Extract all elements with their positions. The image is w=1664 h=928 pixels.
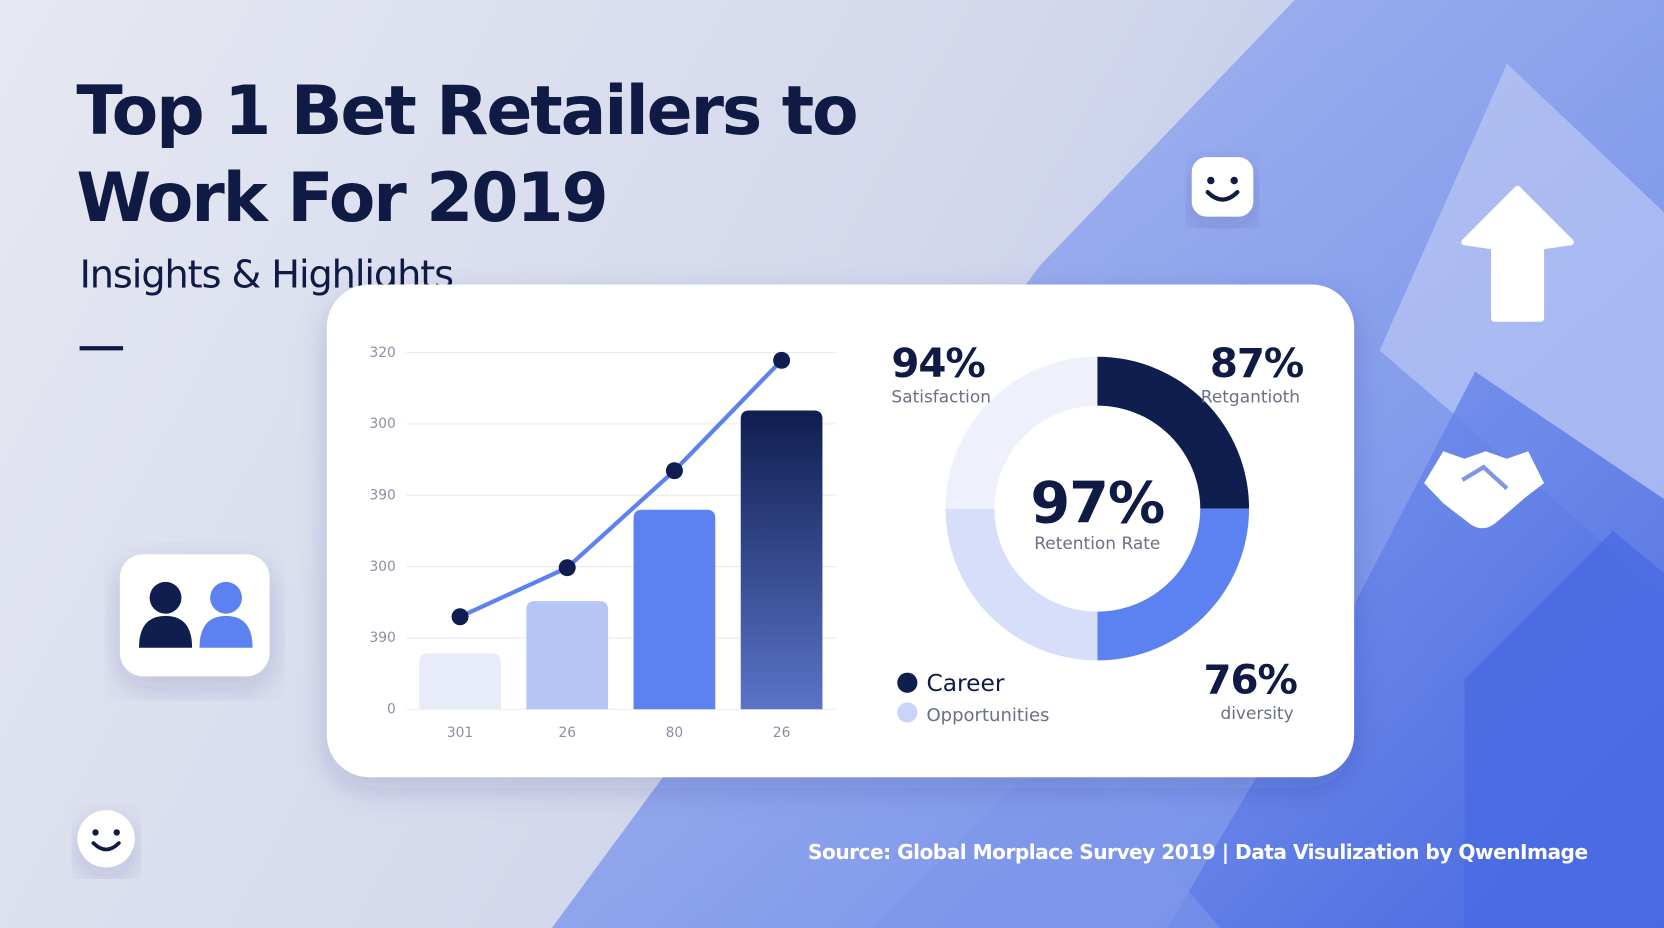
smiley-icon — [1191, 157, 1254, 217]
title-line: Work For 2019 — [76, 159, 606, 238]
footer: Source: Global Morplace Survey 2019 | Da… — [808, 840, 1588, 864]
center-value: 97% — [1030, 469, 1164, 536]
line — [459, 358, 784, 619]
stat-value: 94% — [891, 340, 985, 387]
donut-segment — [1097, 508, 1250, 661]
arrow-icon — [1461, 185, 1574, 322]
donut-segment — [945, 508, 1098, 661]
legend-dot — [897, 672, 918, 693]
stat-value: 87% — [1210, 340, 1304, 387]
smiley-icon — [77, 810, 135, 868]
stat-label: Satisfaction — [891, 387, 991, 407]
line-marker — [451, 608, 469, 626]
x-tick-label: 26 — [558, 725, 576, 741]
stat-label: diversity — [1220, 704, 1293, 724]
y-tick-label: 0 — [387, 702, 396, 718]
y-tick-label: 300 — [370, 416, 396, 432]
line-marker — [665, 462, 683, 480]
line-marker — [773, 351, 791, 369]
x-tick-label: 80 — [666, 725, 684, 741]
bg-shape — [870, 743, 1221, 928]
x-tick-label: 26 — [773, 725, 791, 741]
stat-value: 76% — [1203, 656, 1297, 703]
people-icon — [119, 554, 270, 677]
legend-dot — [897, 702, 918, 723]
title-line: Top 1 Bet Retailers to — [76, 72, 856, 151]
center-label: Retention Rate — [1034, 534, 1160, 554]
handshake-icon — [1424, 451, 1545, 529]
bar — [740, 410, 823, 710]
x-tick-label: 301 — [447, 725, 473, 741]
legend-label: Career — [926, 669, 1004, 697]
charts: 0 390 300 390 300 320 301 26 80 26 97%Retention Ra… — [370, 340, 1305, 741]
divider — [79, 346, 124, 351]
bar — [526, 601, 609, 710]
legend-label: Opportunities — [926, 705, 1049, 726]
bar — [419, 653, 501, 710]
bg-shape — [1464, 530, 1664, 928]
donut-segment — [945, 356, 1098, 509]
y-tick-label: 320 — [370, 345, 396, 361]
stat-label: Retgantioth — [1201, 387, 1300, 407]
bar — [633, 509, 716, 710]
donut-segment — [1097, 356, 1250, 509]
y-tick-label: 390 — [370, 487, 396, 503]
y-tick-label: 390 — [370, 630, 396, 646]
y-tick-label: 300 — [370, 559, 396, 575]
line-marker — [558, 559, 576, 577]
